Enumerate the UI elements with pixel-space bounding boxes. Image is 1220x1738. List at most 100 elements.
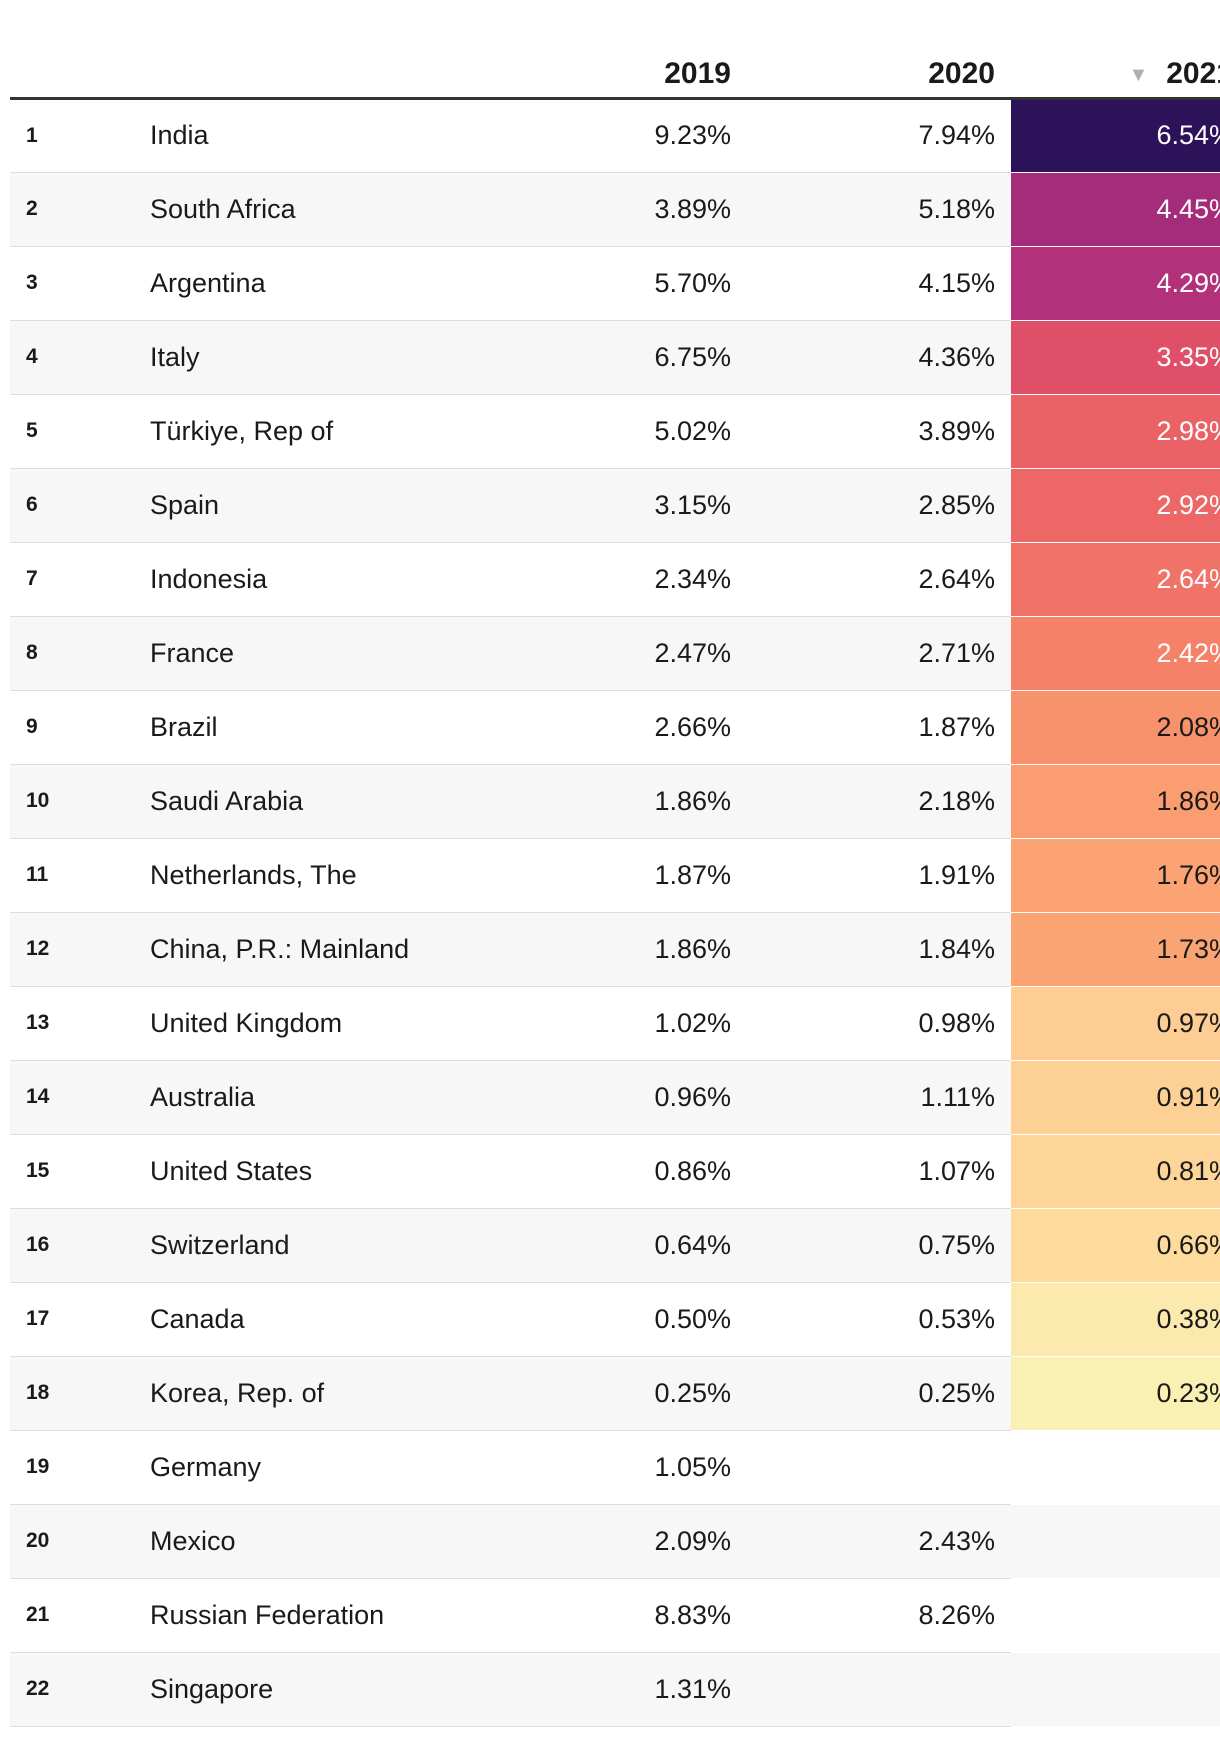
value-2021-cell: 4.45% (1011, 172, 1220, 246)
country-cell: Singapore (142, 1652, 485, 1727)
header-rank (10, 0, 142, 100)
rank-cell: 7 (10, 542, 142, 617)
country-cell: Italy (142, 320, 485, 395)
value-2019-cell: 1.86% (485, 764, 747, 839)
country-cell: Argentina (142, 246, 485, 321)
country-cell: Mexico (142, 1504, 485, 1579)
value-2020-cell: 2.71% (747, 616, 1011, 691)
value-2021-cell: 2.92% (1011, 468, 1220, 542)
value-2019-cell: 2.47% (485, 616, 747, 691)
value-2021-cell: 1.73% (1011, 912, 1220, 986)
value-2021-cell: 2.98% (1011, 394, 1220, 468)
value-2021-cell (1011, 1430, 1220, 1504)
country-cell: Türkiye, Rep of (142, 394, 485, 469)
value-2021-cell: 6.54% (1011, 98, 1220, 172)
value-2019-cell: 9.23% (485, 98, 747, 173)
value-2019-cell: 6.75% (485, 320, 747, 395)
rank-cell: 15 (10, 1134, 142, 1209)
value-2021-cell: 0.66% (1011, 1208, 1220, 1282)
value-2021-cell: 4.29% (1011, 246, 1220, 320)
value-2021-cell: 2.08% (1011, 690, 1220, 764)
country-cell: Netherlands, The (142, 838, 485, 913)
value-2021-cell: 2.64% (1011, 542, 1220, 616)
value-2021-cell: 1.86% (1011, 764, 1220, 838)
rank-cell: 17 (10, 1282, 142, 1357)
rank-cell: 9 (10, 690, 142, 765)
header-2020[interactable]: 2020 (747, 0, 1011, 100)
country-cell: United Kingdom (142, 986, 485, 1061)
rank-cell: 3 (10, 246, 142, 321)
value-2020-cell (747, 1652, 1011, 1727)
value-2021-cell (1011, 1652, 1220, 1726)
value-2021-cell: 1.76% (1011, 838, 1220, 912)
value-2019-cell: 8.83% (485, 1578, 747, 1653)
table-row: 22 Singapore 1.31% (10, 1652, 1220, 1727)
value-2020-cell: 1.91% (747, 838, 1011, 913)
rank-cell: 12 (10, 912, 142, 987)
value-2020-cell: 1.84% (747, 912, 1011, 987)
country-cell: Russian Federation (142, 1578, 485, 1653)
value-2019-cell: 5.70% (485, 246, 747, 321)
value-2019-cell: 1.02% (485, 986, 747, 1061)
country-cell: Switzerland (142, 1208, 485, 1283)
value-2019-cell: 5.02% (485, 394, 747, 469)
value-2020-cell: 0.98% (747, 986, 1011, 1061)
value-2020-cell: 2.18% (747, 764, 1011, 839)
value-2019-cell: 1.05% (485, 1430, 747, 1505)
value-2019-cell: 1.87% (485, 838, 747, 913)
value-2020-cell: 2.43% (747, 1504, 1011, 1579)
value-2020-cell: 7.94% (747, 98, 1011, 173)
value-2020-cell (747, 1430, 1011, 1505)
value-2021-cell: 3.35% (1011, 320, 1220, 394)
rank-cell: 11 (10, 838, 142, 913)
table-row: 19 Germany 1.05% (10, 1430, 1220, 1505)
country-cell: Saudi Arabia (142, 764, 485, 839)
rank-cell: 22 (10, 1652, 142, 1727)
country-cell: Spain (142, 468, 485, 543)
value-2020-cell: 2.64% (747, 542, 1011, 617)
country-cell: China, P.R.: Mainland (142, 912, 485, 987)
rank-cell: 14 (10, 1060, 142, 1135)
header-2020-label: 2020 (928, 56, 995, 90)
value-2019-cell: 2.66% (485, 690, 747, 765)
value-2020-cell: 5.18% (747, 172, 1011, 247)
value-2019-cell: 1.31% (485, 1652, 747, 1727)
value-2020-cell: 1.07% (747, 1134, 1011, 1209)
value-2019-cell: 2.34% (485, 542, 747, 617)
value-2019-cell: 2.09% (485, 1504, 747, 1579)
value-2019-cell: 0.50% (485, 1282, 747, 1357)
country-cell: India (142, 98, 485, 173)
value-2021-cell: 0.97% (1011, 986, 1220, 1060)
value-2019-cell: 3.15% (485, 468, 747, 543)
rank-cell: 13 (10, 986, 142, 1061)
rank-cell: 21 (10, 1578, 142, 1653)
value-2020-cell: 4.36% (747, 320, 1011, 395)
country-cell: Indonesia (142, 542, 485, 617)
rank-cell: 6 (10, 468, 142, 543)
header-2019[interactable]: 2019 (485, 0, 747, 100)
table-row: 20 Mexico 2.09% 2.43% (10, 1504, 1220, 1579)
sort-descending-icon: ▼ (1128, 63, 1149, 86)
value-2021-cell: 0.81% (1011, 1134, 1220, 1208)
rank-cell: 1 (10, 98, 142, 173)
rank-cell: 18 (10, 1356, 142, 1431)
value-2021-cell: 0.38% (1011, 1282, 1220, 1356)
rank-cell: 16 (10, 1208, 142, 1283)
value-2020-cell: 4.15% (747, 246, 1011, 321)
